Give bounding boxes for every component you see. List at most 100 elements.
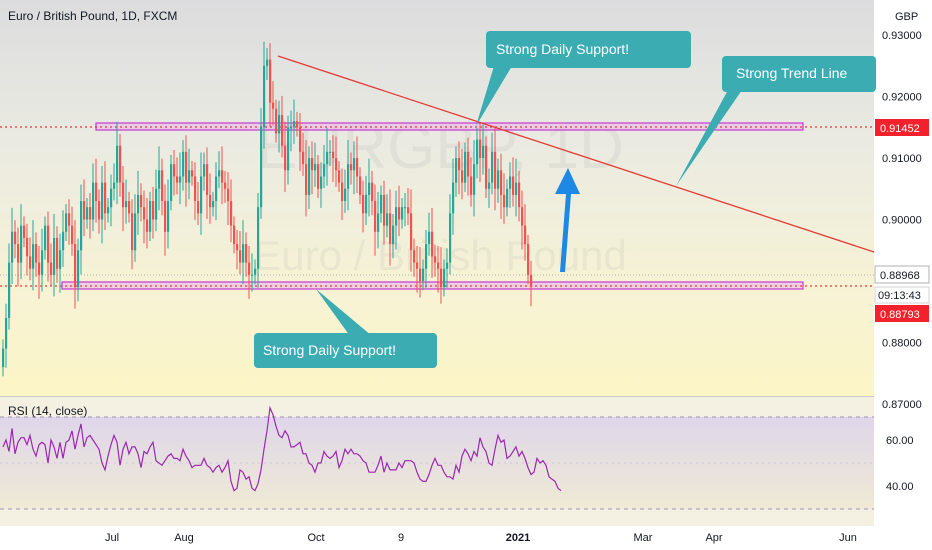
candle-body [437,262,440,269]
candle-body [308,158,311,195]
candle-body [302,151,305,165]
candle-body [413,250,416,263]
candle-body [353,158,356,171]
candle-body [347,164,350,189]
time-tick-label: Aug [174,532,194,544]
candle-body [35,244,38,263]
candle-body [467,151,470,177]
resistance-price-tag: 0.91452 [875,119,929,136]
trend-line[interactable] [277,55,875,253]
candle-body [2,348,5,368]
price-tick-label: 0.90000 [882,215,922,227]
candle-body [410,213,413,251]
candle-body [398,207,401,220]
candle-body [161,170,164,202]
rsi-label[interactable]: RSI (14, close) [8,404,87,418]
candle-body [443,268,446,288]
candle-body [8,262,11,318]
time-axis[interactable]: Jul Aug Oct 9 2021 Mar Apr Jun [105,532,857,544]
rsi-tick-label: 40.00 [886,481,914,493]
candle-body [23,225,26,238]
candle-body [257,207,260,269]
candle-body [119,145,122,183]
candle-body [77,250,80,288]
candle-body [56,237,59,269]
callout-top-support[interactable]: Strong Daily Support! [476,31,691,126]
candle-body [380,194,383,214]
candle-body [518,182,521,208]
candle-body [38,262,41,275]
up-arrow-icon[interactable] [555,168,580,272]
candle-body [152,201,155,220]
candle-body [251,274,254,276]
symbol-title[interactable]: Euro / British Pound, 1D, FXCM [8,9,177,23]
candle-body [320,176,323,189]
candle-body [356,158,359,177]
candle-body [149,201,152,232]
candle-body [299,127,302,152]
candle-body [479,139,482,158]
candle-body [260,127,263,208]
support-zone[interactable] [61,281,804,290]
candle-body [53,237,56,275]
candle-body [515,182,518,195]
price-tick-label: 0.92000 [882,92,922,104]
candle-body [194,176,197,202]
candle-body [221,170,224,183]
candle-body [416,262,419,269]
candle-body [215,176,218,202]
candle-body [455,158,458,183]
candle-body [395,207,398,226]
candle-body [341,182,344,202]
candle-body [179,176,182,183]
candle-body [11,231,14,263]
candle-body [170,164,173,202]
candle-body [224,182,227,189]
candle-body [275,108,278,134]
candle-body [362,194,365,214]
candle-body [140,194,143,208]
candle-body [176,176,179,183]
current-price-tag: 0.88968 09:13:43 [874,265,930,304]
candle-body [233,225,236,245]
current-price-text: 0.88968 [880,270,920,282]
candle-body [110,188,113,208]
rsi-line[interactable] [2,405,562,492]
rsi-axis[interactable]: 40.00 60.00 [886,435,914,493]
callout-bottom-support[interactable]: Strong Daily Support! [254,289,437,368]
candle-body [83,201,86,220]
candle-body [377,213,380,232]
callout-trend-line[interactable]: Strong Trend Line [676,56,876,186]
price-tick-label: 0.88000 [882,338,922,350]
candle-body [425,244,428,269]
candle-body [230,201,233,226]
candle-body [359,176,362,195]
candle-body [32,244,35,269]
candle-body [89,207,92,220]
candle-body [167,201,170,232]
candle-body [101,182,104,220]
candle-body [512,176,515,195]
price-axis[interactable]: GBP 0.93000 0.92000 0.91000 0.90000 0.88000 0… [882,11,922,411]
candle-body [254,268,257,275]
candle-body [125,201,128,208]
candle-body [494,151,497,189]
candle-body [116,145,119,183]
price-tick-label: 0.93000 [882,30,922,42]
candle-body [95,182,98,202]
candle-body [503,194,506,208]
candle-body [263,65,266,128]
candle-body [449,213,452,263]
candle-body [524,225,527,245]
candle-body [68,213,71,226]
candle-body [446,262,449,269]
candle-body [17,244,20,263]
time-tick-label: 9 [398,532,404,544]
candle-body [266,59,269,66]
candle-body [482,145,485,158]
candle-body [59,250,62,269]
candle-body [74,244,77,288]
candle-body [473,164,476,195]
